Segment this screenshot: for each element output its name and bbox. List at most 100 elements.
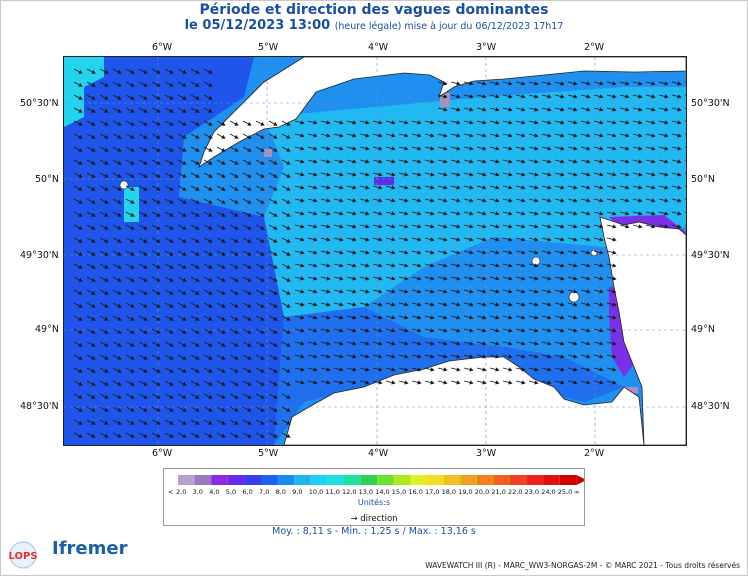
direction-arrowhead — [495, 302, 500, 307]
direction-arrowhead — [625, 120, 630, 125]
scale-swatch — [510, 475, 527, 485]
direction-arrowhead — [130, 329, 135, 334]
direction-arrowhead — [273, 316, 278, 321]
direction-arrowhead — [664, 185, 669, 190]
direction-arrowhead — [482, 328, 487, 333]
direction-arrowhead — [234, 134, 239, 139]
direction-arrowhead — [625, 224, 630, 229]
map-canvas — [64, 57, 686, 445]
direction-arrowhead — [417, 133, 422, 138]
direction-arrowhead — [156, 264, 161, 269]
direction-arrowhead — [208, 212, 213, 217]
direction-arrowhead — [417, 302, 422, 307]
direction-arrowhead — [469, 172, 474, 177]
direction-arrowhead — [300, 289, 305, 294]
direction-arrowhead — [365, 263, 370, 268]
direction-arrowhead — [143, 433, 148, 438]
direction-arrowhead — [430, 315, 435, 320]
direction-arrowhead — [521, 185, 526, 190]
direction-arrowhead — [404, 315, 409, 320]
direction-arrowhead — [221, 303, 226, 308]
direction-arrowhead — [78, 147, 83, 152]
direction-arrowhead — [456, 263, 461, 268]
wave-period-map[interactable] — [63, 56, 687, 446]
direction-arrowhead — [169, 173, 174, 178]
direction-arrowhead — [443, 211, 448, 216]
direction-arrowhead — [78, 199, 83, 204]
direction-arrowhead — [547, 328, 552, 333]
direction-arrowhead — [443, 341, 448, 346]
direction-arrowhead — [664, 120, 669, 125]
direction-arrowhead — [456, 380, 461, 385]
direction-arrowhead — [378, 354, 383, 359]
direction-arrowhead — [586, 198, 591, 203]
direction-arrowhead — [391, 263, 396, 268]
direction-arrowhead — [417, 146, 422, 151]
direction-arrowhead — [195, 186, 200, 191]
direction-arrowhead — [378, 302, 383, 307]
direction-arrowhead — [286, 186, 291, 191]
direction-arrowhead — [104, 121, 109, 126]
direction-arrowhead — [521, 81, 526, 86]
direction-arrowhead — [508, 289, 513, 294]
direction-arrowhead — [221, 264, 226, 269]
lat-tick-right-50-30: 50°30'N — [691, 98, 730, 109]
direction-arrowhead — [586, 133, 591, 138]
direction-arrowhead — [91, 420, 96, 425]
subtitle-note: (heure légale) mise à jour du 06/12/2023… — [334, 21, 564, 32]
direction-arrowhead — [143, 134, 148, 139]
direction-arrowhead — [78, 277, 83, 282]
direction-arrowhead — [664, 211, 669, 216]
direction-arrowhead — [156, 173, 161, 178]
direction-arrowhead — [560, 328, 565, 333]
direction-arrowhead — [521, 328, 526, 333]
direction-arrowhead — [169, 355, 174, 360]
direction-arrowhead — [117, 121, 122, 126]
direction-arrowhead — [508, 107, 513, 112]
scale-tick-label: 15,0 — [391, 488, 407, 496]
direction-arrowhead — [404, 224, 409, 229]
direction-arrowhead — [260, 251, 265, 256]
direction-arrowhead — [638, 198, 643, 203]
direction-arrowhead — [352, 289, 357, 294]
direction-arrowhead — [495, 250, 500, 255]
scale-swatch — [526, 475, 544, 485]
direction-arrowhead — [234, 433, 239, 438]
direction-arrowhead — [208, 108, 213, 113]
direction-arrowhead — [91, 316, 96, 321]
direction-arrowhead — [521, 211, 526, 216]
direction-arrowhead — [260, 433, 265, 438]
direction-arrowhead — [638, 94, 643, 99]
direction-arrowhead — [430, 159, 435, 164]
direction-arrowhead — [182, 342, 187, 347]
direction-arrowhead — [326, 133, 331, 138]
direction-arrowhead — [286, 238, 291, 243]
direction-arrowhead — [130, 355, 135, 360]
sea-cyan-patch — [64, 57, 104, 127]
direction-arrowhead — [313, 380, 318, 385]
direction-arrowhead — [169, 277, 174, 282]
direction-arrowhead — [677, 120, 682, 125]
direction-arrowhead — [221, 199, 226, 204]
direction-arrowhead — [508, 315, 513, 320]
direction-arrowhead — [469, 198, 474, 203]
scale-swatch — [476, 475, 494, 485]
direction-arrowhead — [495, 289, 500, 294]
direction-arrowhead — [234, 121, 239, 126]
direction-arrowhead — [156, 147, 161, 152]
direction-arrowhead — [417, 120, 422, 125]
direction-arrowhead — [313, 211, 318, 216]
direction-arrowhead — [143, 368, 148, 373]
direction-arrowhead — [456, 237, 461, 242]
direction-arrowhead — [508, 250, 513, 255]
direction-arrowhead — [78, 238, 83, 243]
lat-tick-left-50: 50°N — [35, 174, 59, 185]
direction-arrowhead — [117, 290, 122, 295]
direction-arrowhead — [91, 394, 96, 399]
direction-arrowhead — [677, 81, 682, 86]
scale-swatch — [559, 475, 577, 485]
direction-arrowhead — [495, 211, 500, 216]
direction-arrowhead — [482, 380, 487, 385]
direction-arrowhead — [234, 277, 239, 282]
direction-arrowhead — [612, 185, 617, 190]
